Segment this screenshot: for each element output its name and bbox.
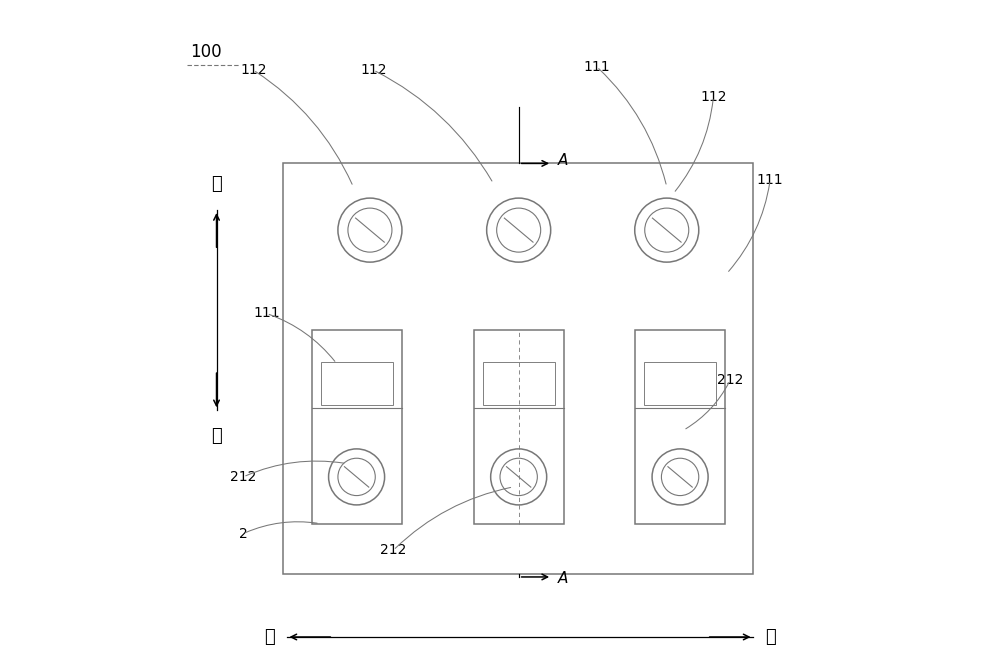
Bar [321, 362, 393, 405]
Text: 111: 111 [583, 60, 610, 73]
Bar [474, 330, 564, 524]
Text: 后: 后 [211, 175, 222, 193]
Text: 111: 111 [253, 307, 280, 320]
Text: A: A [557, 153, 568, 167]
Text: 112: 112 [360, 63, 387, 77]
Text: 右: 右 [765, 628, 776, 646]
Bar [644, 362, 716, 405]
Text: A: A [557, 571, 568, 586]
Text: 112: 112 [240, 63, 266, 77]
Text: 100: 100 [190, 43, 221, 61]
Text: 111: 111 [757, 173, 783, 187]
Bar [635, 330, 725, 524]
Text: 左: 左 [264, 628, 275, 646]
Bar [312, 330, 402, 524]
Bar [283, 163, 753, 574]
Text: 前: 前 [211, 427, 222, 445]
Bar [483, 362, 555, 405]
Text: 112: 112 [700, 90, 727, 103]
Text: 212: 212 [230, 470, 256, 484]
Text: 212: 212 [380, 544, 406, 557]
Text: 2: 2 [239, 527, 248, 540]
Text: 212: 212 [717, 374, 743, 387]
